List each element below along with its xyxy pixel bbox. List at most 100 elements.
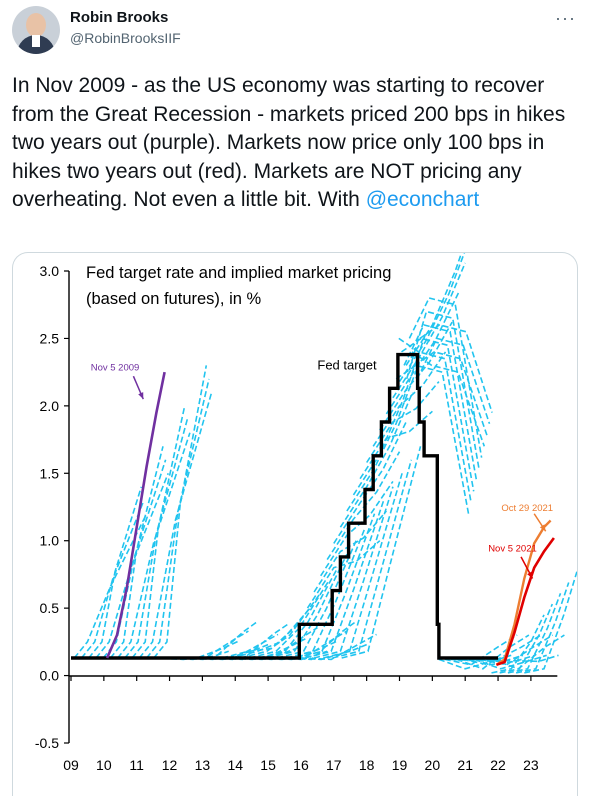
y-tick-label: 3.0 (40, 263, 60, 279)
chart-image[interactable]: 3.0 2.5 2.0 1.5 1.0 0.5 0.0 -0.5 09 10 11 12 13 14 15 1… (12, 252, 578, 796)
implied-pricing-line (267, 553, 348, 659)
implied-pricing-line (366, 381, 440, 463)
implied-pricing-line (124, 419, 189, 659)
y-tick-label: -0.5 (35, 735, 59, 751)
implied-pricing-line (341, 446, 422, 659)
implied-pricing-line (524, 571, 577, 674)
x-tick-label: 20 (425, 757, 441, 773)
implied-pricing-line (332, 459, 413, 659)
nov2009-label: Nov 5 2009 (91, 362, 140, 373)
author-handle[interactable]: @RobinBrooksIIF (70, 30, 181, 46)
implied-pricing-line (109, 446, 164, 659)
mention-link[interactable]: @econchart (365, 188, 480, 211)
implied-pricing-line (138, 392, 213, 659)
x-tick-label: 14 (227, 757, 243, 773)
implied-pricing-line (172, 630, 249, 661)
y-tick-label: 2.5 (40, 330, 60, 346)
fed-target-label: Fed target (317, 357, 377, 372)
x-tick-label: 17 (326, 757, 342, 773)
implied-pricing-line (480, 634, 554, 666)
author-name[interactable]: Robin Brooks (70, 9, 169, 26)
implied-pricing-line (507, 593, 562, 674)
implied-pricing-lines (73, 253, 577, 674)
implied-pricing-line (352, 332, 427, 496)
implied-pricing-line (323, 473, 403, 659)
x-tick-label: 23 (523, 757, 539, 773)
implied-pricing-line (80, 500, 145, 659)
x-tick-label: 22 (490, 757, 506, 773)
implied-pricing-line (313, 486, 394, 659)
fed-target-line (71, 352, 499, 660)
implied-pricing-line (411, 351, 486, 447)
x-tick-label: 09 (63, 757, 79, 773)
more-options-icon[interactable]: ··· (555, 8, 576, 28)
implied-pricing-line (320, 480, 394, 577)
avatar-head (26, 13, 46, 37)
avatar-collar (32, 35, 40, 47)
implied-pricing-line (131, 405, 186, 659)
implied-pricing-line (313, 510, 388, 593)
series-lines (71, 352, 555, 667)
implied-pricing-line (444, 634, 518, 666)
chart-axes: 3.0 2.5 2.0 1.5 1.0 0.5 0.0 -0.509 10 11 12 13 14 15 1… (35, 263, 558, 773)
implied-pricing-line (261, 640, 338, 661)
implied-pricing-line (491, 614, 545, 674)
implied-pricing-line (499, 603, 554, 674)
implied-pricing-line (438, 654, 512, 670)
nov2009-line (105, 371, 166, 659)
implied-pricing-line (231, 607, 311, 659)
implied-pricing-line (202, 633, 279, 661)
implied-pricing-line (192, 643, 269, 661)
implied-pricing-line (372, 351, 447, 447)
y-tick-label: 1.5 (40, 465, 60, 481)
chart-svg: 3.0 2.5 2.0 1.5 1.0 0.5 0.0 -0.509 10 11 12 13 14 15 1… (35, 253, 577, 773)
y-tick-label: 1.0 (40, 533, 60, 549)
implied-pricing-line (401, 337, 475, 492)
implied-pricing-line (515, 582, 570, 674)
implied-pricing-line (153, 365, 208, 659)
implied-pricing-line (258, 567, 339, 659)
x-tick-label: 21 (457, 757, 473, 773)
implied-pricing-line (416, 337, 491, 425)
implied-pricing-line (88, 486, 143, 659)
implied-pricing-line (398, 337, 472, 503)
implied-pricing-line (304, 500, 385, 659)
implied-pricing-line (182, 620, 259, 661)
implied-pricing-line (102, 459, 167, 659)
implied-pricing-line (145, 378, 210, 659)
oct2021-arrow-head (539, 524, 546, 532)
implied-pricing-line (281, 620, 358, 661)
nov2021-label: Nov 5 2021 (488, 543, 537, 554)
implied-pricing-line (212, 623, 289, 661)
implied-pricing-line (405, 253, 463, 366)
implied-pricing-line (116, 432, 191, 659)
implied-pricing-line (300, 633, 377, 661)
nov2021-arrow-head (527, 571, 533, 579)
oct2021-label: Oct 29 2021 (501, 503, 553, 514)
implied-pricing-line (398, 253, 466, 383)
chart-title: Fed target rate and implied market prici… (86, 264, 391, 282)
y-tick-label: 2.0 (40, 398, 60, 414)
implied-pricing-line (240, 594, 320, 659)
y-tick-label: 0.0 (40, 668, 60, 684)
x-tick-label: 18 (359, 757, 375, 773)
implied-pricing-line (162, 640, 239, 661)
avatar[interactable] (12, 6, 60, 54)
x-tick-label: 19 (392, 757, 408, 773)
x-tick-label: 10 (96, 757, 112, 773)
implied-pricing-line (395, 364, 470, 514)
implied-pricing-line (346, 362, 420, 512)
implied-pricing-line (408, 297, 483, 458)
x-tick-label: 13 (195, 757, 211, 773)
implied-pricing-line (419, 324, 493, 413)
tweet-body: In Nov 2009 - as the US economy was star… (12, 74, 566, 211)
implied-pricing-line (403, 323, 478, 481)
implied-pricing-line (486, 654, 559, 663)
implied-pricing-line (249, 580, 330, 659)
implied-pricing-line (271, 630, 348, 661)
implied-pricing-line (385, 292, 460, 415)
implied-pricing-line (95, 473, 169, 659)
y-tick-label: 0.5 (40, 600, 60, 616)
implied-pricing-line (231, 637, 308, 661)
x-tick-label: 12 (162, 757, 178, 773)
